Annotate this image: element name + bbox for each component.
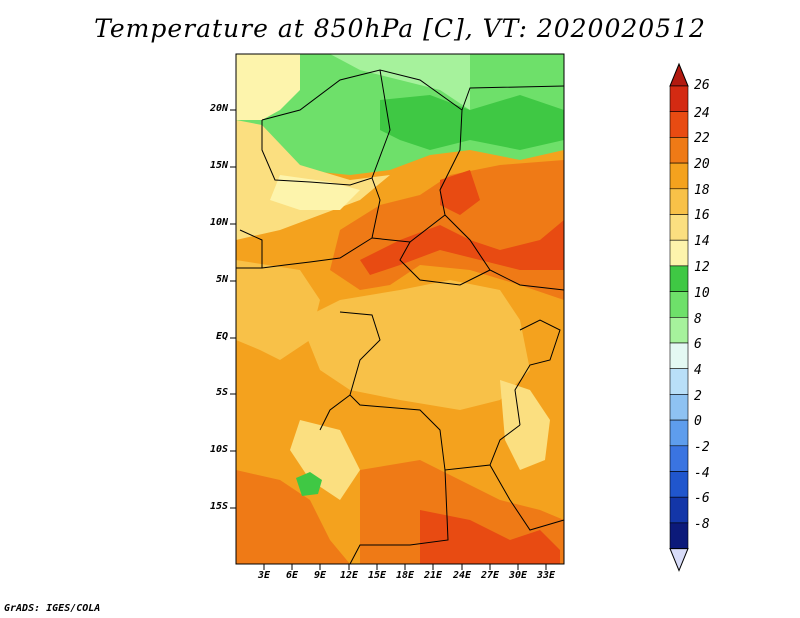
colorbar-swatch <box>669 85 689 113</box>
lat-label: 5N <box>215 274 228 285</box>
lat-label: EQ <box>215 331 228 342</box>
colorbar-label: 6 <box>694 337 702 352</box>
field-south-red <box>420 510 560 564</box>
colorbar-swatch <box>669 137 689 164</box>
lon-label: 6E <box>285 570 299 581</box>
lat-label: 20N <box>209 103 228 114</box>
lat-label: 10N <box>209 217 228 228</box>
lon-label: 3E <box>257 570 271 581</box>
footer-credit: GrADS: IGES/COLA <box>4 603 101 614</box>
colorbar-label: 8 <box>694 312 702 327</box>
colorbar-label: 20 <box>694 157 710 172</box>
field-lakes-yellow <box>500 380 550 470</box>
map-title: Temperature at 850hPa [C], VT: 202002051… <box>94 14 706 43</box>
lon-label: 30E <box>508 570 528 581</box>
colorbar <box>669 62 689 572</box>
colorbar-swatch <box>669 162 689 190</box>
colorbar-swatch <box>669 188 689 215</box>
colorbar-swatch <box>669 342 689 370</box>
colorbar-over-triangle <box>669 62 689 87</box>
lon-label: 9E <box>313 570 327 581</box>
field-red-northeast <box>440 170 480 215</box>
colorbar-label: 4 <box>694 363 702 378</box>
colorbar-under-triangle <box>669 548 689 572</box>
lat-label: 15N <box>209 160 228 171</box>
field-green-spot <box>296 472 322 496</box>
lat-label: 15S <box>209 501 228 512</box>
field-south-interior <box>360 460 564 564</box>
colorbar-swatch <box>669 316 689 344</box>
colorbar-label: -6 <box>694 491 710 506</box>
colorbar-swatch <box>669 368 689 395</box>
lon-label: 15E <box>367 570 387 581</box>
colorbar-label: 26 <box>694 78 710 93</box>
lon-label: 21E <box>423 570 443 581</box>
field-west-yellow <box>236 260 320 360</box>
colorbar-label: 12 <box>694 260 710 275</box>
colorbar-swatch <box>669 291 689 318</box>
colorbar-label: -8 <box>694 517 710 532</box>
colorbar-swatch <box>669 471 689 498</box>
colorbar-swatch <box>669 419 689 447</box>
colorbar-swatch <box>669 522 689 549</box>
colorbar-label: 24 <box>694 106 710 121</box>
field-darkgreen-north <box>380 95 564 150</box>
field-pale-sahel <box>270 175 360 210</box>
field-south-orange <box>236 470 350 564</box>
field-red-center <box>360 220 564 275</box>
lon-label: 24E <box>452 570 472 581</box>
colorbar-label: -2 <box>694 440 710 455</box>
map-frame <box>235 53 565 565</box>
colorbar-label: 10 <box>694 286 710 301</box>
colorbar-label: 18 <box>694 183 710 198</box>
lon-label: 12E <box>339 570 359 581</box>
colorbar-label: 0 <box>694 414 702 429</box>
field-south-yellow <box>290 420 360 500</box>
lon-ticks <box>263 564 547 570</box>
lon-label: 27E <box>480 570 500 581</box>
field-congo <box>300 280 530 410</box>
colorbar-swatch <box>669 394 689 421</box>
field-paleyellow-west <box>236 54 300 120</box>
lon-label: 18E <box>395 570 415 581</box>
colorbar-swatch <box>669 445 689 472</box>
lon-label: 33E <box>536 570 556 581</box>
lat-label: 5S <box>215 387 228 398</box>
colorbar-swatch <box>669 239 689 267</box>
colorbar-swatch <box>669 265 689 292</box>
country-borders <box>236 69 565 565</box>
colorbar-label: -4 <box>694 466 710 481</box>
field-lightgreen-north <box>330 54 470 110</box>
colorbar-swatch <box>669 496 689 524</box>
colorbar-label: 16 <box>694 208 710 223</box>
colorbar-label: 14 <box>694 234 710 249</box>
colorbar-swatch <box>669 214 689 241</box>
colorbar-swatch <box>669 111 689 138</box>
lat-ticks <box>230 109 236 509</box>
colorbar-label: 2 <box>694 389 702 404</box>
temperature-field <box>236 54 564 564</box>
colorbar-label: 22 <box>694 131 710 146</box>
lat-label: 10S <box>209 444 228 455</box>
